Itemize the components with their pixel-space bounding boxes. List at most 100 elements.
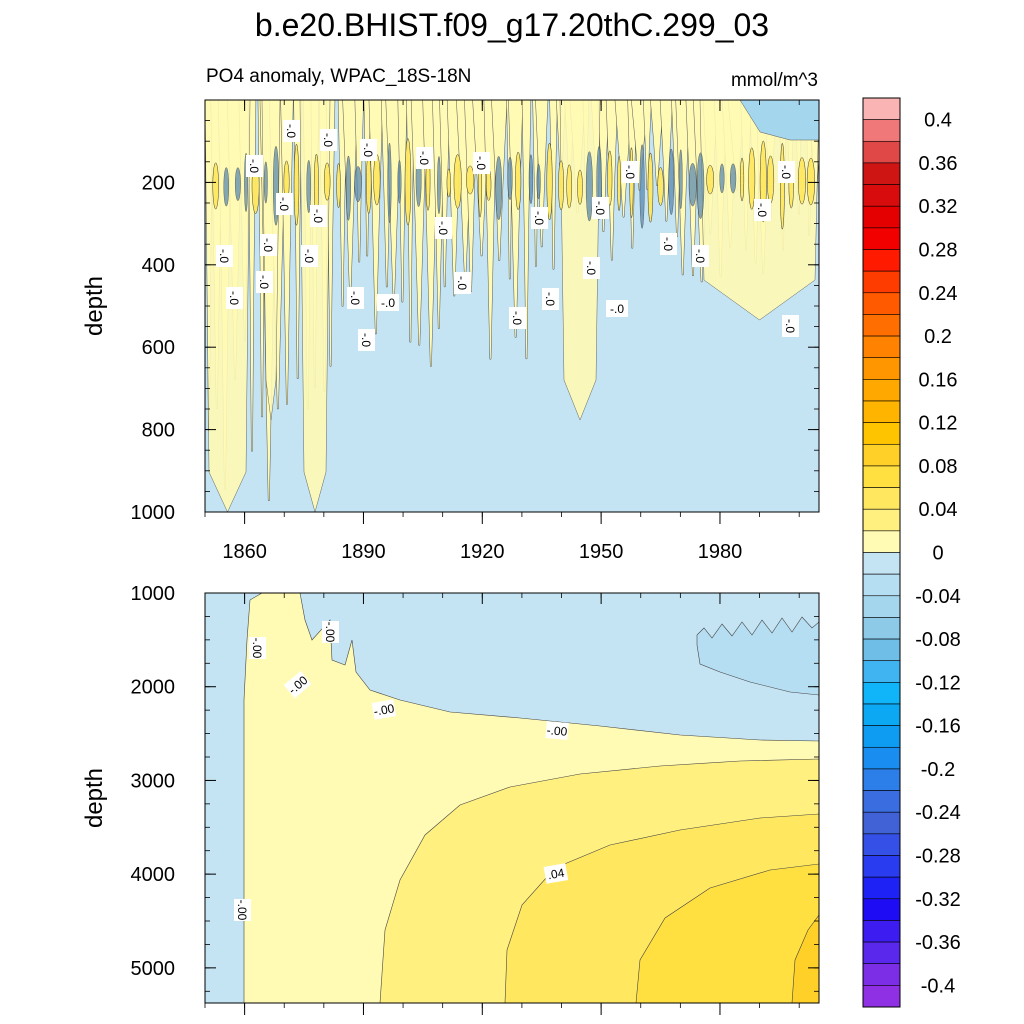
contour-label: -.00	[234, 899, 251, 921]
contour-label-box	[454, 272, 471, 294]
colorbar-swatch	[862, 595, 901, 618]
upper-negative-core	[585, 151, 593, 222]
contour-label-text: -.0	[261, 238, 275, 252]
contour-label: -.0	[260, 234, 277, 256]
contour-label-box	[543, 863, 569, 884]
colorbar-swatch	[862, 422, 901, 445]
colorbar-swatch	[862, 119, 901, 142]
colorbar-swatch	[862, 443, 901, 467]
contour-label-text: -.0	[302, 249, 316, 263]
upper-panel: 200 400 600 800 1000 1860 1890 1920 1950 1980 -.…	[81, 99, 820, 563]
colorbar: 0.4 0.36 0.32 0.28 0.24 0.2 0.16 0.12 0.08 0.04 0 -…	[862, 97, 961, 1008]
colorbar-tick-label: -0.24	[915, 802, 961, 824]
contour-label-text: -.0	[247, 159, 261, 173]
colorbar-swatch	[862, 205, 901, 229]
upper-positive-core	[366, 153, 372, 214]
chart-title: b.e20.BHIST.f09_g17.20thC.299_03	[255, 7, 769, 43]
contour-label: -.0	[226, 287, 243, 309]
contour-label-box	[622, 161, 639, 183]
colorbar-swatch	[862, 941, 901, 965]
contour-label-text: -.0	[348, 291, 362, 305]
upper-positive-core	[336, 163, 341, 209]
colorbar-swatch	[862, 270, 901, 294]
contour-label: .04	[543, 863, 569, 884]
colorbar-swatch	[862, 508, 901, 532]
contour-label: -.0	[509, 307, 526, 329]
contour-label: -.0	[320, 129, 337, 151]
upper-positive-core	[706, 165, 714, 195]
contour-label-box	[216, 245, 233, 267]
upper-positive-core	[446, 168, 451, 198]
upper-negative-patch	[739, 100, 819, 141]
colorbar-swatch	[862, 746, 901, 770]
colorbar-swatch	[862, 227, 901, 250]
upper-x-axis: 1860 1890 1920 1950 1980	[204, 100, 800, 563]
lower-contour-labels: -.00-.00-.00-.00-.00.04-.00	[234, 621, 569, 921]
upper-positive-core	[212, 162, 219, 210]
upper-contour-labels: -.0 -.0 -.0 -.0 -.0 -.0 -.0 -.0 -.0 -.0 -.0 -.0 -.0 -…	[216, 120, 799, 351]
contour-label-box	[347, 287, 364, 309]
y-tick-label: 3000	[131, 770, 176, 792]
contour-label-text: -.0	[284, 124, 298, 138]
upper-negative-core	[696, 152, 705, 219]
contour-label: -.0	[778, 161, 795, 183]
upper-positive-plume	[464, 100, 478, 292]
contour-label-box	[692, 245, 709, 267]
colorbar-tick-label: 0.36	[919, 153, 958, 175]
contour-label-text: -.0	[543, 292, 557, 306]
colorbar-swatch	[862, 768, 901, 791]
colorbar-tick-label: 0.16	[919, 369, 958, 391]
contour-label-text: -.0	[693, 249, 707, 263]
contour-band-06-08	[635, 863, 819, 1003]
colorbar-swatch	[862, 162, 901, 185]
upper-positive-core	[323, 162, 331, 201]
y-tick-label: 600	[142, 337, 175, 359]
contour-label-text: -.0	[623, 165, 637, 179]
upper-negative-core	[495, 155, 503, 221]
upper-y-axis-title: depth	[81, 276, 108, 336]
x-tick-label: 1920	[460, 541, 505, 563]
contour-label-text: -.00	[546, 723, 568, 739]
contour-label-text: -.0	[257, 275, 271, 289]
upper-negative-core	[719, 163, 725, 194]
contour-band-neg-02-04	[696, 616, 819, 696]
upper-positive-core	[293, 143, 300, 226]
colorbar-swatch	[862, 638, 901, 662]
contour-label-box	[377, 294, 399, 311]
contour-label-box	[542, 288, 559, 310]
contour-label-text: -.0	[359, 333, 373, 347]
contour-label-box	[260, 234, 277, 256]
upper-negative-core	[354, 166, 362, 203]
colorbar-swatch	[862, 790, 901, 813]
colorbar-frame	[862, 97, 901, 1008]
colorbar-tick-label: -0.32	[915, 889, 961, 911]
contour-label-box	[256, 271, 273, 293]
contour-label-box	[435, 217, 452, 239]
colorbar-swatch	[862, 487, 901, 510]
contour-label: -.0	[301, 245, 318, 267]
colorbar-swatch	[862, 379, 901, 402]
upper-negative-core	[688, 163, 697, 207]
contour-label-text: -.0	[779, 165, 793, 179]
upper-negative-core	[223, 167, 230, 207]
upper-positive-core	[806, 157, 815, 206]
upper-positive-core	[617, 155, 621, 211]
contour-label: -.00	[371, 699, 397, 720]
upper-positive-core	[767, 155, 775, 204]
upper-positive-plume	[521, 100, 532, 360]
lower-contour-field	[243, 593, 819, 1003]
contour-label: -.0	[754, 199, 771, 221]
contour-label-text: -.0	[510, 311, 524, 325]
contour-label-box	[416, 147, 433, 169]
contour-label: -.0	[606, 300, 628, 317]
colorbar-swatch	[862, 855, 901, 878]
contour-label-box	[660, 233, 677, 255]
upper-positive-core	[546, 142, 553, 221]
colorbar-tick-label: 0.12	[919, 413, 958, 435]
contour-label: -.0	[360, 139, 377, 161]
y-tick-label: 2000	[131, 677, 176, 699]
upper-negative-core	[437, 156, 441, 215]
contour-label-text: -.0	[593, 201, 607, 215]
contour-label-text: -.0	[610, 302, 624, 316]
colorbar-swatch	[862, 530, 901, 553]
